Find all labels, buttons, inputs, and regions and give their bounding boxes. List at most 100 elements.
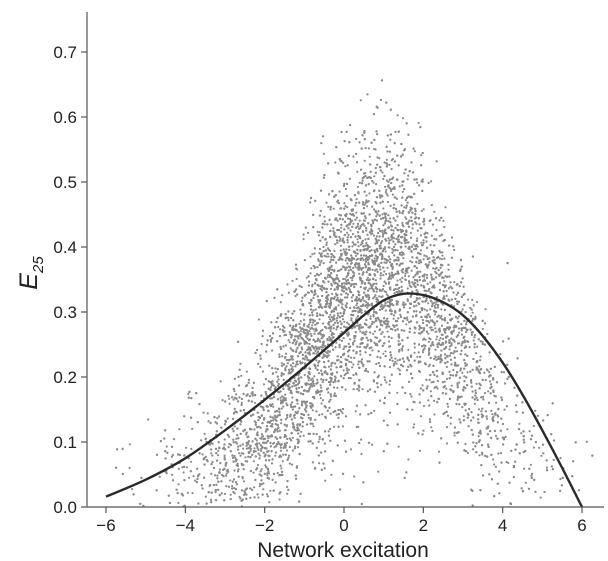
scatter-point: [349, 212, 352, 216]
scatter-point: [245, 497, 248, 500]
scatter-point: [286, 437, 289, 441]
scatter-point: [421, 180, 424, 183]
scatter-point: [427, 365, 430, 368]
scatter-point: [279, 449, 283, 452]
scatter-point: [532, 424, 536, 428]
scatter-point: [403, 237, 406, 240]
scatter-point: [312, 213, 315, 216]
scatter-point: [187, 392, 190, 396]
scatter-point: [320, 259, 323, 262]
scatter-point: [424, 263, 427, 266]
scatter-point: [321, 222, 324, 225]
scatter-point: [484, 308, 487, 311]
scatter-point: [287, 291, 290, 294]
scatter-point: [200, 439, 203, 442]
scatter-point: [386, 200, 389, 204]
scatter-point: [281, 395, 284, 398]
scatter-point: [280, 418, 283, 421]
scatter-point: [299, 330, 302, 333]
scatter-point: [388, 383, 391, 386]
scatter-point: [165, 472, 168, 475]
scatter-point: [255, 439, 258, 442]
scatter-point: [443, 280, 446, 283]
scatter-point: [435, 330, 438, 333]
scatter-point: [361, 242, 364, 245]
scatter-point: [177, 467, 180, 470]
scatter-point: [305, 410, 308, 413]
scatter-point: [441, 337, 445, 341]
scatter-point: [251, 386, 254, 390]
scatter-point: [224, 464, 227, 467]
scatter-point: [339, 298, 342, 301]
scatter-point: [231, 487, 234, 490]
scatter-point: [433, 238, 436, 241]
scatter-point: [335, 328, 338, 331]
scatter-point: [147, 418, 150, 421]
scatter-point: [468, 407, 471, 411]
scatter-point: [296, 438, 299, 441]
scatter-point: [276, 398, 280, 401]
scatter-point: [318, 231, 321, 234]
scatter-point: [436, 379, 439, 383]
scatter-point: [430, 276, 433, 279]
scatter-point: [389, 138, 392, 141]
scatter-point: [413, 342, 416, 345]
scatter-point: [448, 354, 451, 357]
scatter-point: [365, 271, 368, 274]
scatter-point: [239, 454, 242, 457]
scatter-point: [419, 415, 423, 418]
scatter-point: [392, 229, 395, 232]
scatter-point: [219, 380, 222, 383]
scatter-point: [432, 267, 435, 270]
scatter-point: [357, 192, 360, 195]
scatter-point: [502, 371, 506, 374]
scatter-point: [479, 359, 482, 362]
scatter-point: [401, 268, 405, 271]
scatter-point: [375, 297, 378, 300]
scatter-point: [319, 272, 322, 275]
scatter-point: [429, 299, 432, 302]
scatter-point: [417, 369, 421, 373]
scatter-point: [344, 250, 347, 253]
scatter-point: [288, 341, 291, 344]
scatter-point: [319, 393, 322, 396]
scatter-point: [473, 402, 476, 405]
scatter-point: [259, 405, 262, 408]
scatter-point: [353, 382, 356, 385]
scatter-point: [291, 463, 294, 466]
scatter-point: [375, 362, 378, 366]
scatter-point: [407, 133, 410, 136]
scatter-point: [211, 442, 214, 445]
scatter-point: [408, 306, 411, 310]
scatter-point: [252, 460, 255, 463]
scatter-point: [297, 386, 301, 389]
scatter-point: [392, 317, 395, 320]
scatter-point: [266, 472, 269, 475]
scatter-point: [322, 353, 325, 356]
scatter-point: [291, 370, 294, 373]
scatter-point: [257, 448, 260, 451]
scatter-point: [330, 320, 333, 323]
scatter-point: [307, 416, 310, 419]
scatter-point: [266, 339, 269, 342]
scatter-point: [319, 384, 322, 387]
scatter-point: [388, 186, 391, 189]
scatter-point: [470, 333, 473, 336]
scatter-point: [453, 426, 456, 429]
scatter-point: [358, 441, 361, 445]
scatter-point: [475, 352, 478, 355]
scatter-point: [356, 267, 359, 270]
scatter-point: [336, 386, 339, 389]
scatter-point: [339, 244, 342, 247]
scatter-point: [426, 266, 429, 269]
scatter-point: [434, 276, 438, 279]
scatter-point: [376, 298, 380, 301]
scatter-point: [433, 301, 436, 304]
scatter-point: [446, 354, 449, 358]
scatter-point: [330, 473, 333, 476]
scatter-point: [259, 354, 262, 357]
scatter-point: [559, 477, 562, 481]
scatter-point: [477, 418, 480, 421]
scatter-point: [338, 346, 341, 349]
scatter-point: [342, 307, 345, 310]
